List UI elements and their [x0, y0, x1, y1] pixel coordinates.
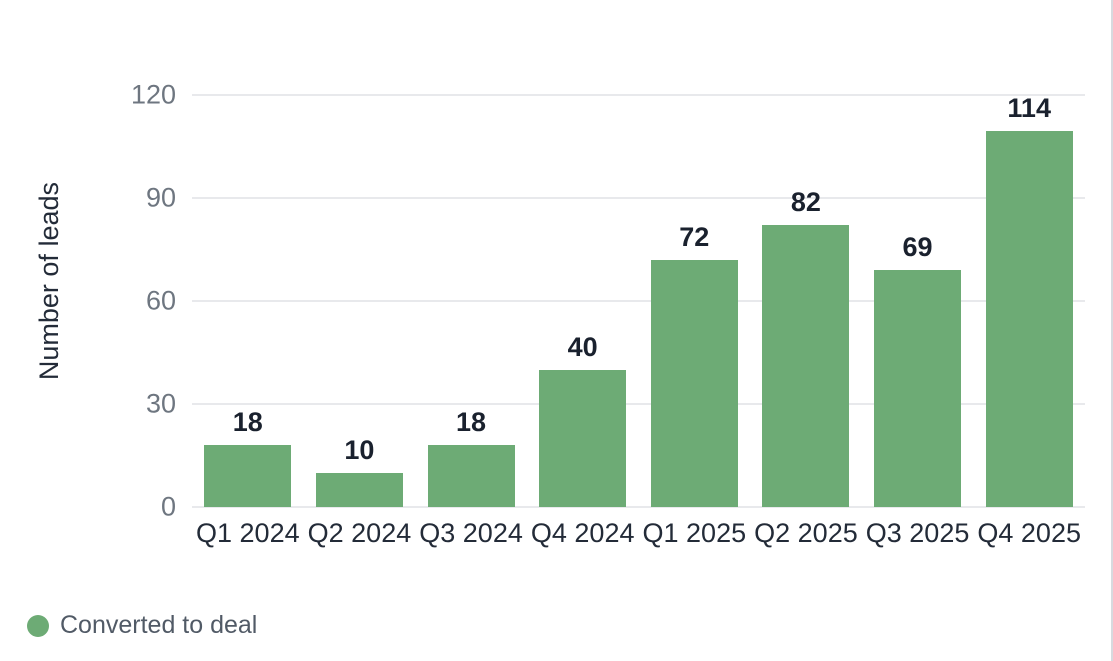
legend-swatch-icon: [27, 614, 49, 637]
gridline-0: [192, 506, 1085, 508]
y-tick-label-30: 30: [145, 388, 176, 419]
bar-group-q1-2024: 18: [192, 95, 304, 507]
gridline-30: [192, 403, 1085, 405]
bar-value-label-q3-2024: 18: [456, 407, 487, 438]
bar-q3-2025[interactable]: [874, 270, 962, 507]
y-axis-ticks: 0 30 60 90 120: [0, 81, 176, 520]
bar-value-label-q1-2025: 72: [679, 221, 710, 252]
bar-group-q2-2024: 10: [304, 95, 416, 507]
card-right-border: [1111, 0, 1113, 661]
bar-value-label-q2-2024: 10: [344, 434, 375, 465]
bar-q4-2024[interactable]: [539, 369, 627, 507]
y-tick-label-90: 90: [145, 182, 176, 213]
bar-value-label-q4-2025: 114: [1007, 93, 1051, 123]
bar-group-q3-2024: 18: [415, 95, 527, 507]
y-tick-label-60: 60: [145, 285, 176, 316]
bar-q1-2024[interactable]: [204, 445, 292, 507]
x-tick-label-q1-2025: Q1 2025: [642, 518, 747, 548]
bar-group-q4-2024: 40: [527, 95, 639, 507]
x-tick-label-q4-2025: Q4 2025: [977, 518, 1081, 548]
bar-q2-2025[interactable]: [762, 225, 850, 507]
gridlines: [192, 94, 1085, 508]
x-tick-label-q3-2025: Q3 2025: [865, 518, 970, 548]
x-tick-label-q3-2024: Q3 2024: [419, 518, 523, 548]
gridline-90: [192, 197, 1085, 199]
bar-group-q2-2025: 82: [750, 95, 862, 507]
x-tick-label-q4-2024: Q4 2024: [530, 518, 635, 548]
x-tick-label-q2-2025: Q2 2025: [754, 518, 858, 548]
gridline-60: [192, 300, 1085, 302]
bar-q3-2024[interactable]: [427, 445, 515, 507]
bar-group-q3-2025: 69: [862, 95, 974, 507]
legend-label: Converted to deal: [60, 611, 258, 639]
gridline-120: [192, 94, 1085, 96]
y-tick-label-0: 0: [160, 491, 176, 522]
x-axis-labels: Q1 2024 Q2 2024 Q3 2024 Q4 2024 Q1 2025 Q2 20…: [192, 518, 1085, 549]
x-tick-label-q1-2024: Q1 2024: [196, 518, 300, 548]
bars-row: 18 10 18 40 72 82 69 114: [192, 95, 1085, 507]
bar-q4-2025[interactable]: [985, 131, 1073, 507]
y-tick-label-120: 120: [130, 79, 176, 110]
legend-item-converted-to-deal[interactable]: Converted to deal: [27, 613, 257, 638]
bar-value-label-q4-2024: 40: [567, 331, 598, 362]
bar-q1-2025[interactable]: [650, 259, 738, 507]
bar-value-label-q1-2024: 18: [232, 407, 263, 438]
bar-q2-2024[interactable]: [315, 472, 403, 507]
bar-group-q4-2025: 114: [973, 95, 1085, 507]
x-tick-label-q2-2024: Q2 2024: [307, 518, 412, 548]
plot-area: 18 10 18 40 72 82 69 114: [192, 94, 1085, 508]
bar-value-label-q3-2025: 69: [902, 232, 933, 263]
bar-group-q1-2025: 72: [639, 95, 751, 507]
bar-value-label-q2-2025: 82: [790, 187, 821, 218]
